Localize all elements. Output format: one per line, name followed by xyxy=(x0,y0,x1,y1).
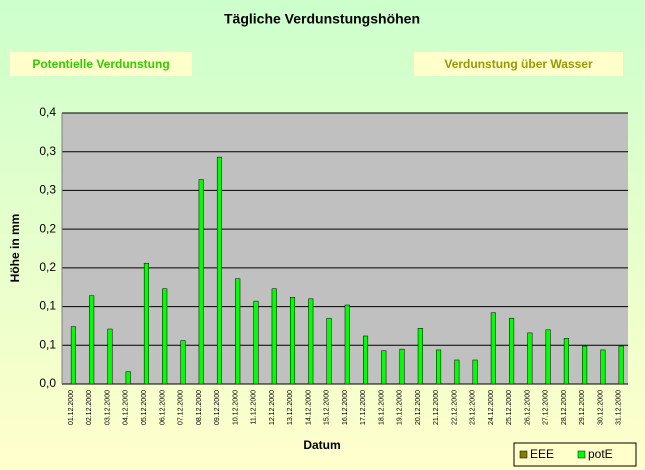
bar xyxy=(344,304,350,385)
bar xyxy=(107,328,113,385)
bar xyxy=(308,298,314,385)
y-tick-label: 0,3 xyxy=(39,183,56,197)
bar xyxy=(143,262,149,385)
bar xyxy=(162,288,168,385)
bar xyxy=(271,288,277,385)
bar xyxy=(472,359,478,385)
x-tick-label: 25.12.2000 xyxy=(506,390,513,425)
y-tick-label: 0,2 xyxy=(39,260,56,274)
button[interactable]: Verdunstung über Wasser xyxy=(414,52,623,76)
bar xyxy=(89,295,95,385)
legend-label: potE xyxy=(588,447,613,461)
x-tick-label: 30.12.2000 xyxy=(597,390,604,425)
x-tick-label: 01.12.2000 xyxy=(68,390,75,425)
bar xyxy=(582,345,588,385)
x-tick-label: 08.12.2000 xyxy=(196,390,203,425)
bar xyxy=(509,317,515,385)
bar xyxy=(253,300,259,385)
bar xyxy=(454,359,460,385)
bar xyxy=(125,371,131,385)
bar xyxy=(618,345,624,385)
y-tick-label: 0,3 xyxy=(39,144,56,158)
x-tick-label: 15.12.2000 xyxy=(324,390,331,425)
bar xyxy=(527,332,533,385)
bar xyxy=(563,338,569,385)
legend-box xyxy=(513,442,637,467)
x-tick-label: 06.12.2000 xyxy=(159,390,166,425)
x-tick-label: 19.12.2000 xyxy=(397,390,404,425)
x-tick-label: 29.12.2000 xyxy=(579,390,586,425)
legend-label: EEE xyxy=(530,447,554,461)
x-tick-label: 22.12.2000 xyxy=(451,390,458,425)
x-tick-label: 24.12.2000 xyxy=(488,390,495,425)
bar xyxy=(235,278,241,385)
bar xyxy=(363,335,369,385)
x-tick-label: 18.12.2000 xyxy=(378,390,385,425)
x-tick-label: 16.12.2000 xyxy=(342,390,349,425)
bar xyxy=(545,329,551,385)
x-tick-label: 05.12.2000 xyxy=(141,390,148,425)
x-tick-label: 17.12.2000 xyxy=(360,390,367,425)
x-tick-label: 10.12.2000 xyxy=(232,390,239,425)
bar xyxy=(381,350,387,385)
x-tick-label: 03.12.2000 xyxy=(104,390,111,425)
bar xyxy=(399,348,405,385)
bar xyxy=(216,156,223,385)
bar xyxy=(600,349,606,385)
y-tick-label: 0,4 xyxy=(39,105,56,119)
y-tick-label: 0,1 xyxy=(39,337,56,351)
x-tick-label: 14.12.2000 xyxy=(305,390,312,425)
button[interactable]: Potentielle Verdunstung xyxy=(10,52,192,76)
y-tick-label: 0,2 xyxy=(39,221,56,235)
y-tick-label: 0,1 xyxy=(39,299,56,313)
x-tick-label: 13.12.2000 xyxy=(287,390,294,425)
x-axis-label: Datum xyxy=(303,438,340,452)
x-tick-label: 27.12.2000 xyxy=(543,390,550,425)
bar xyxy=(417,328,423,385)
x-tick-label: 04.12.2000 xyxy=(123,390,130,425)
bar xyxy=(289,297,296,385)
bar xyxy=(70,326,76,385)
legend-swatch xyxy=(577,450,586,459)
bar xyxy=(326,317,332,385)
x-tick-label: 21.12.2000 xyxy=(433,390,440,425)
x-tick-label: 23.12.2000 xyxy=(470,390,477,425)
x-tick-label: 07.12.2000 xyxy=(178,390,185,425)
x-tick-label: 12.12.2000 xyxy=(269,390,276,425)
bar xyxy=(180,340,186,385)
x-tick-label: 26.12.2000 xyxy=(524,390,531,425)
x-tick-label: 20.12.2000 xyxy=(415,390,422,425)
bar xyxy=(436,349,442,385)
x-tick-label: 09.12.2000 xyxy=(214,390,221,425)
bar xyxy=(490,312,496,385)
y-tick-label: 0,0 xyxy=(39,376,56,390)
chart-title: Tägliche Verdunstungshöhen xyxy=(224,11,420,27)
x-tick-label: 31.12.2000 xyxy=(616,390,623,425)
y-axis-label: Höhe in mm xyxy=(8,214,22,283)
x-tick-label: 11.12.2000 xyxy=(251,390,258,425)
legend-swatch xyxy=(519,450,528,459)
x-tick-label: 02.12.2000 xyxy=(86,390,93,425)
x-tick-label: 28.12.2000 xyxy=(561,390,568,425)
bar xyxy=(198,179,204,385)
